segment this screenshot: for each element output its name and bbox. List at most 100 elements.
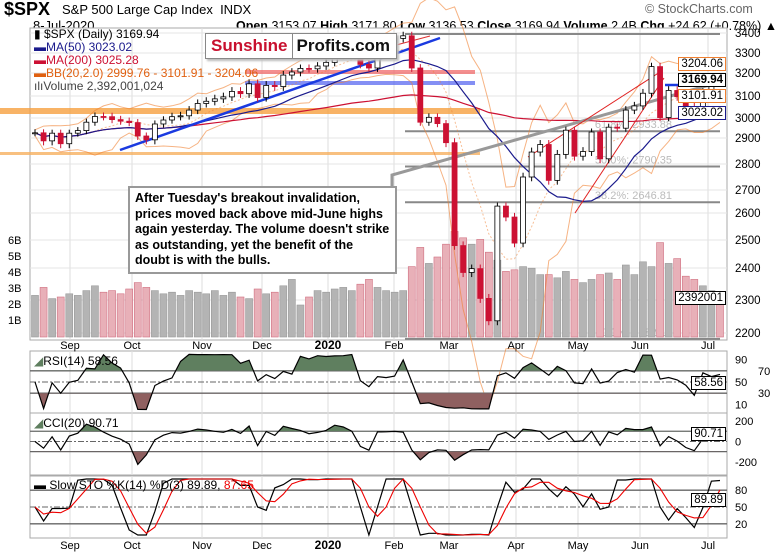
rsi-tick-label: 70 [758,366,770,378]
candle [323,62,330,67]
volume-bar [270,291,279,338]
volume-bar [339,287,348,338]
volume-bar [519,266,527,338]
candle [74,130,81,134]
candle [562,129,569,155]
exchange: INDX [220,2,252,17]
support-line [0,152,480,155]
y-tick-label: 2800 [735,159,761,171]
candle [571,129,578,157]
candle [545,144,552,181]
volume-bar [31,295,39,338]
legend-price: ▮ $SPX (Daily) 3169.94 [34,28,159,41]
sto-k-line [34,478,721,538]
candle [614,126,621,129]
legend-ma200-text: MA(200) 3025.28 [46,53,139,67]
volume-bar [502,271,510,338]
candle [503,205,509,218]
volume-bar [39,287,48,338]
up-triangle-icon: ▲ [764,19,778,33]
candle [648,66,655,94]
volume-tick-label: 2B [8,299,21,311]
x-tick-label: Oct [123,340,140,352]
volume-bar [288,279,296,338]
candle [665,90,672,118]
legend-sto: ▬ Slow STO %K(14) %D(3) 89.89, 87.65 [34,478,254,492]
volume-bar [536,274,544,338]
trend-line-red [527,71,661,158]
volume-tick-label: 5B [8,251,21,263]
candle [66,132,73,145]
symbol: $SPX [4,0,51,19]
volume-bar [707,290,716,338]
y-tick-label: 2500 [735,235,761,247]
volume-bar [322,291,330,338]
volume-bar [587,279,596,338]
volume-bar [330,288,339,338]
rsi-overbought-fill [84,354,658,371]
label-rsi: 58.56 [691,376,726,390]
volume-bar [305,296,313,338]
volume-bar [202,293,211,338]
candle [477,268,484,299]
candle [657,66,663,118]
volume-bar [253,288,262,338]
legend-sto-text: Slow STO %K(14) %D(3) 89.89, [49,478,221,492]
volume-bar [416,247,425,338]
brand-part1: Sunshine [211,36,288,55]
label-ma50: 3023.02 [678,106,726,120]
legend-volume-text: Volume 2,392,001,024 [43,79,164,93]
candle [169,116,175,121]
brand-logo: Sunshine Profits.com [205,33,398,59]
candle [460,245,467,273]
candle [254,83,261,98]
candle [366,64,372,69]
volume-bar [356,283,365,338]
volume-bar [467,243,476,338]
x-tick-label: Jun [631,340,649,352]
y-tick-label: 2200 [735,328,761,340]
cci-tick-label: 200 [735,416,753,428]
candle [237,91,244,95]
candle [580,151,586,157]
candle [229,91,235,98]
volume-bar [639,261,647,338]
x-tick-label: Oct [123,540,140,552]
legend-ma50-text: MA(50) 3023.02 [46,40,133,54]
candle [485,297,492,322]
volume-bar [168,291,176,338]
candle [631,105,638,111]
candle [134,122,141,137]
volume-tick-label: 4B [8,267,21,279]
candle [194,103,201,111]
rsi-tick-label: 10 [735,399,747,411]
volume-bar [510,269,519,338]
x-tick-label: Sep [60,540,80,552]
candle [443,123,449,144]
volume-bar [313,290,322,338]
sto-d-line [34,478,721,536]
y-tick-label: 3400 [735,28,761,40]
volume-bar [262,293,270,338]
y-tick-label: 3100 [735,91,761,103]
volume-bar [579,282,587,338]
legend-rsi: ◢RSI(14) 58.56 [34,355,118,368]
candle [186,109,193,117]
rsi-tick-label: 50 [735,377,747,389]
bb-middle [34,48,721,260]
volume-bar [433,256,442,338]
rsi-tick-label: 90 [735,355,747,367]
y-tick-label: 2300 [735,295,761,307]
candle [220,96,227,100]
volume-bar [365,279,373,338]
volume-bar [613,279,622,338]
volume-bar [390,291,399,338]
volume-bar [604,272,613,338]
fib-label: 38.2%: 2646.81 [595,190,672,202]
index-full-name: S&P 500 Large Cap Index [62,2,213,17]
volume-bar [151,290,159,338]
volume-bar [48,298,56,338]
brand-part2: Profits.com [291,34,397,58]
candle [434,116,441,124]
